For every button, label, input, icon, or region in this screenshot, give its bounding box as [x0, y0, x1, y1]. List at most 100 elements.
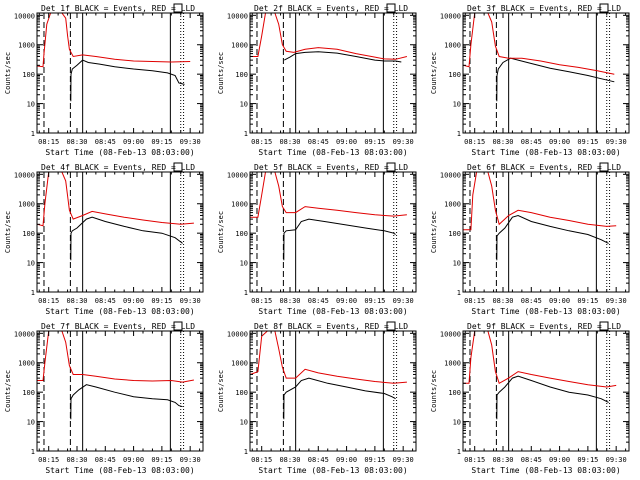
x-tick-label: 09:00: [549, 138, 570, 146]
panel-title: Det_7f BLACK = Events, RED = LLD: [41, 322, 195, 331]
y-tick-label: 1000: [444, 201, 461, 209]
panel-det-7: Det_7f BLACK = Events, RED = LLD 1 10 100 10…: [4, 321, 204, 475]
panel-det-2: Det_2f BLACK = Events, RED = LLD 1 10 100 10…: [217, 3, 417, 157]
x-tick-label: 08:45: [308, 456, 329, 464]
x-tick-label: 08:30: [492, 138, 513, 146]
y-tick-label: 1: [31, 289, 35, 297]
x-tick-label: 08:30: [66, 297, 87, 305]
legend-square-icon: [386, 3, 396, 13]
legend-square-icon: [173, 3, 183, 13]
x-tick-label: 09:15: [364, 138, 385, 146]
x-tick-label: 08:15: [464, 138, 485, 146]
x-tick-label: 09:15: [364, 297, 385, 305]
x-tick-label: 09:30: [606, 138, 627, 146]
y-tick-label: 100: [235, 230, 248, 238]
x-tick-label: 08:30: [279, 297, 300, 305]
x-tick-label: 08:45: [521, 138, 542, 146]
y-axis-label: Counts/sec: [430, 370, 438, 412]
y-axis-label: Counts/sec: [217, 52, 225, 94]
panel-title: Det_2f BLACK = Events, RED = LLD: [254, 4, 408, 13]
y-tick-label: 10000: [227, 171, 248, 179]
y-tick-label: 10000: [227, 12, 248, 20]
legend-square-icon: [386, 162, 396, 172]
x-tick-label: 08:45: [308, 138, 329, 146]
y-tick-label: 1: [31, 448, 35, 456]
panel-det-8: Det_8f BLACK = Events, RED = LLD 1 10 100 10…: [217, 321, 417, 475]
y-tick-label: 100: [22, 389, 35, 397]
x-tick-label: 08:45: [95, 456, 116, 464]
x-axis-label: Start Time (08-Feb-13 08:03:00): [45, 148, 194, 157]
x-tick-label: 09:15: [577, 456, 598, 464]
plot-frame: [36, 330, 204, 452]
x-tick-label: 08:30: [492, 456, 513, 464]
x-axis-label: Start Time (08-Feb-13 08:03:00): [258, 148, 407, 157]
x-tick-label: 09:30: [393, 456, 414, 464]
x-tick-label: 09:30: [393, 138, 414, 146]
lld-series-line: [463, 331, 617, 388]
x-axis-label: Start Time (08-Feb-13 08:03:00): [471, 148, 620, 157]
y-tick-label: 10000: [440, 12, 461, 20]
y-tick-label: 1000: [444, 42, 461, 50]
x-tick-label: 08:15: [464, 456, 485, 464]
panel-title: Det_5f BLACK = Events, RED = LLD: [254, 163, 408, 172]
x-axis-label: Start Time (08-Feb-13 08:03:00): [258, 466, 407, 475]
lld-series-line: [463, 172, 617, 231]
x-tick-label: 08:45: [521, 297, 542, 305]
events-series-line: [496, 57, 615, 102]
legend-square-icon: [386, 321, 396, 331]
events-series-line: [496, 375, 609, 420]
x-tick-label: 09:15: [364, 456, 385, 464]
x-tick-label: 09:30: [180, 138, 201, 146]
events-series-line: [284, 51, 402, 63]
y-tick-label: 1000: [18, 42, 35, 50]
y-axis-label: Counts/sec: [217, 211, 225, 253]
y-axis-label: Counts/sec: [430, 52, 438, 94]
y-tick-label: 10: [240, 260, 248, 268]
y-tick-label: 100: [22, 71, 35, 79]
x-tick-label: 08:15: [251, 297, 272, 305]
x-tick-label: 09:30: [393, 297, 414, 305]
y-tick-label: 10: [240, 101, 248, 109]
panel-det-3: Det_3f BLACK = Events, RED = LLD 1 10 100 10…: [430, 3, 630, 157]
panel-det-1: Det_1f BLACK = Events, RED = LLD 1 10 100 10…: [4, 3, 204, 157]
y-tick-label: 1000: [231, 360, 248, 368]
plot-frame: [36, 171, 204, 293]
panel-title: Det_6f BLACK = Events, RED = LLD: [467, 163, 621, 172]
x-tick-label: 08:15: [38, 138, 59, 146]
x-tick-label: 09:00: [549, 456, 570, 464]
events-series-line: [283, 377, 396, 420]
panel-title: Det_8f BLACK = Events, RED = LLD: [254, 322, 408, 331]
events-series-line: [70, 216, 183, 261]
panel-det-4: Det_4f BLACK = Events, RED = LLD 1 10 100 10…: [4, 162, 204, 316]
panel-title: Det_9f BLACK = Events, RED = LLD: [467, 322, 621, 331]
x-tick-label: 08:15: [38, 297, 59, 305]
events-series-line: [70, 384, 183, 420]
legend-square-icon: [173, 321, 183, 331]
legend-square-icon: [599, 321, 609, 331]
x-tick-label: 09:30: [606, 297, 627, 305]
panel-title: Det_1f BLACK = Events, RED = LLD: [41, 4, 195, 13]
y-tick-label: 10000: [14, 12, 35, 20]
events-series-line: [496, 214, 609, 261]
y-tick-label: 10000: [440, 171, 461, 179]
events-series-line: [283, 218, 396, 261]
legend-square-icon: [599, 162, 609, 172]
y-axis-label: Counts/sec: [217, 370, 225, 412]
plot-frame: [462, 171, 630, 293]
x-tick-label: 09:30: [606, 456, 627, 464]
y-tick-label: 1000: [231, 201, 248, 209]
x-tick-label: 08:30: [66, 456, 87, 464]
y-tick-label: 1: [244, 289, 248, 297]
lld-series-line: [250, 13, 408, 60]
y-tick-label: 10: [453, 260, 461, 268]
x-tick-label: 09:00: [123, 456, 144, 464]
panel-title: Det_4f BLACK = Events, RED = LLD: [41, 163, 195, 172]
y-tick-label: 100: [22, 230, 35, 238]
y-tick-label: 10: [27, 101, 35, 109]
y-tick-label: 100: [448, 389, 461, 397]
x-tick-label: 09:00: [336, 297, 357, 305]
x-tick-label: 08:45: [95, 138, 116, 146]
x-tick-label: 08:15: [251, 138, 272, 146]
x-axis-label: Start Time (08-Feb-13 08:03:00): [471, 466, 620, 475]
